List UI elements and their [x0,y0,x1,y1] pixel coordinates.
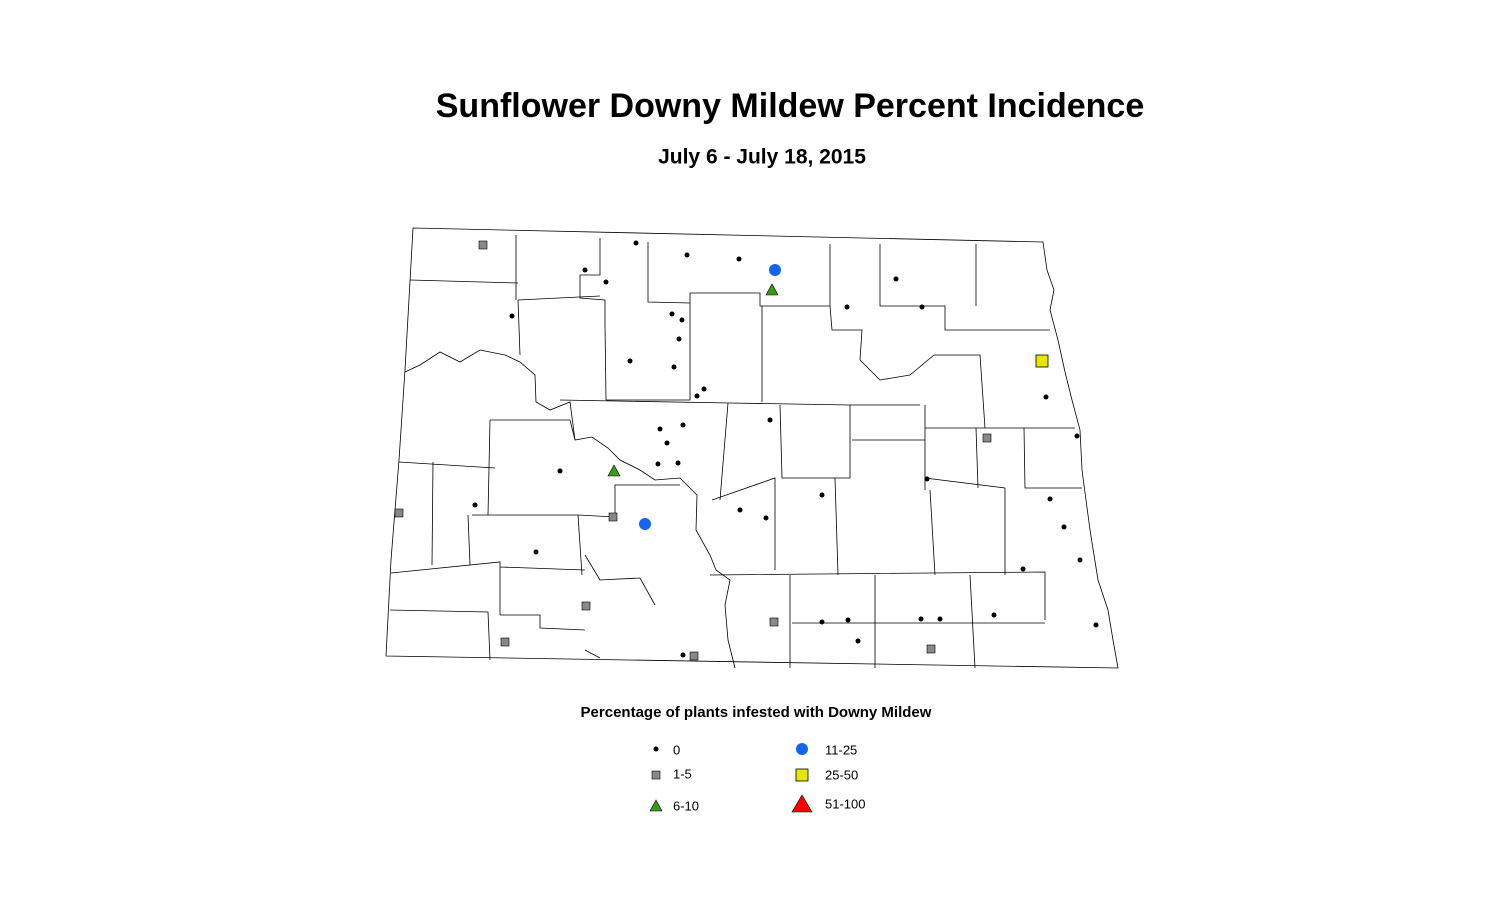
legend-label: 0 [673,742,680,757]
points-6-10 [607,283,779,477]
legend-symbol [649,799,663,812]
map-title: Sunflower Downy Mildew Percent Incidence [436,87,1144,125]
legend-symbol [791,794,813,813]
legend-label: 11-25 [825,742,857,757]
points-0 [472,240,1099,658]
state-outline [385,227,1119,669]
legend-label: 51-100 [825,796,865,811]
map-subtitle: July 6 - July 18, 2015 [658,146,866,169]
legend-label: 6-10 [673,798,699,813]
legend-symbol [795,768,809,782]
legend: Percentage of plants infested with Downy… [581,704,932,813]
legend-title: Percentage of plants infested with Downy… [581,704,932,721]
points-11-25 [639,264,781,530]
legend-symbol [651,770,661,780]
points-25-50 [1035,354,1049,368]
legend-label: 25-50 [825,767,858,782]
legend-symbol [653,746,659,752]
state-map [385,227,1119,669]
legend-label: 1-5 [673,766,692,781]
observation-points [394,240,1099,661]
legend-symbol [796,743,808,755]
county-lines [389,235,1082,669]
river [404,349,736,669]
points-1-5 [394,240,992,661]
